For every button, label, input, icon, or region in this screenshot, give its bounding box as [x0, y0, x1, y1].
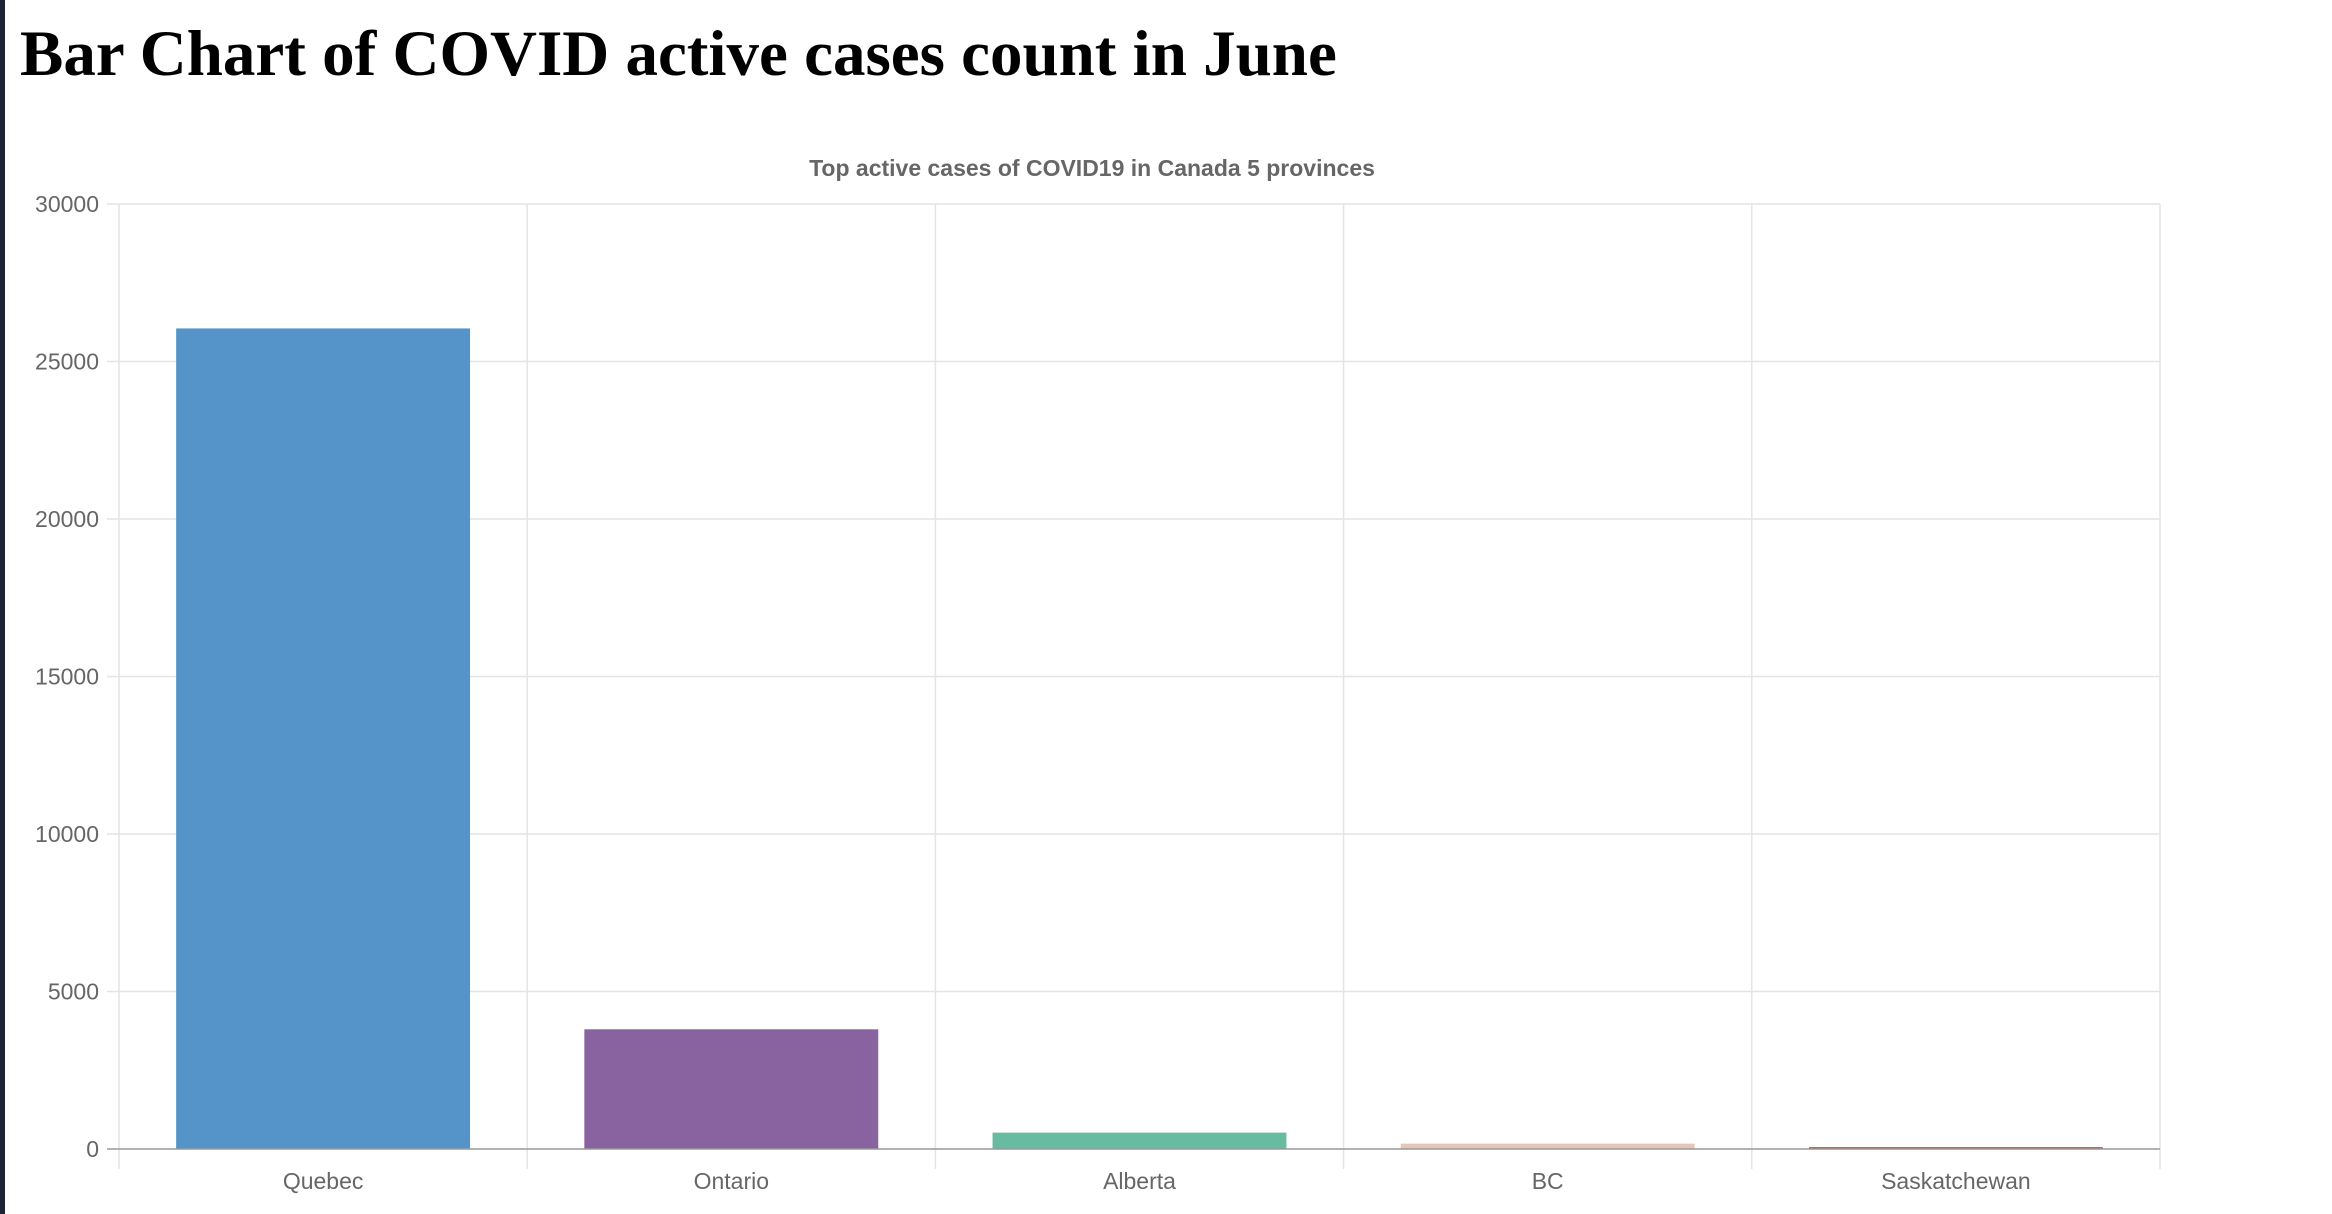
x-tick-labels: Quebec Ontario Alberta BC Saskatchewan	[283, 1168, 2031, 1194]
x-tick-label: BC	[1532, 1168, 1564, 1194]
x-tick-label: Ontario	[694, 1168, 769, 1194]
y-tick-label: 10000	[35, 821, 99, 847]
y-tick-label: 30000	[35, 191, 99, 217]
bar-bc[interactable]	[1400, 1143, 1695, 1149]
axes	[107, 204, 2160, 1169]
y-tick-label: 5000	[48, 979, 99, 1005]
window-left-edge	[0, 0, 5, 1214]
x-tick-label: Quebec	[283, 1168, 364, 1194]
chart-title: Top active cases of COVID19 in Canada 5 …	[809, 155, 1375, 181]
bar-alberta[interactable]	[992, 1132, 1287, 1149]
bar-quebec[interactable]	[176, 328, 471, 1149]
y-tick-label: 25000	[35, 349, 99, 375]
bar-ontario[interactable]	[584, 1029, 879, 1149]
bars	[176, 328, 2103, 1149]
y-tick-labels: 0 5000 10000 15000 20000 25000 30000	[35, 191, 99, 1162]
y-tick-label: 20000	[35, 506, 99, 532]
y-tick-label: 15000	[35, 664, 99, 690]
x-tick-label: Alberta	[1103, 1168, 1176, 1194]
y-tick-label: 0	[86, 1136, 99, 1162]
x-tick-label: Saskatchewan	[1881, 1168, 2031, 1194]
page-title: Bar Chart of COVID active cases count in…	[20, 18, 1337, 90]
bar-saskatchewan[interactable]	[1808, 1147, 2103, 1149]
